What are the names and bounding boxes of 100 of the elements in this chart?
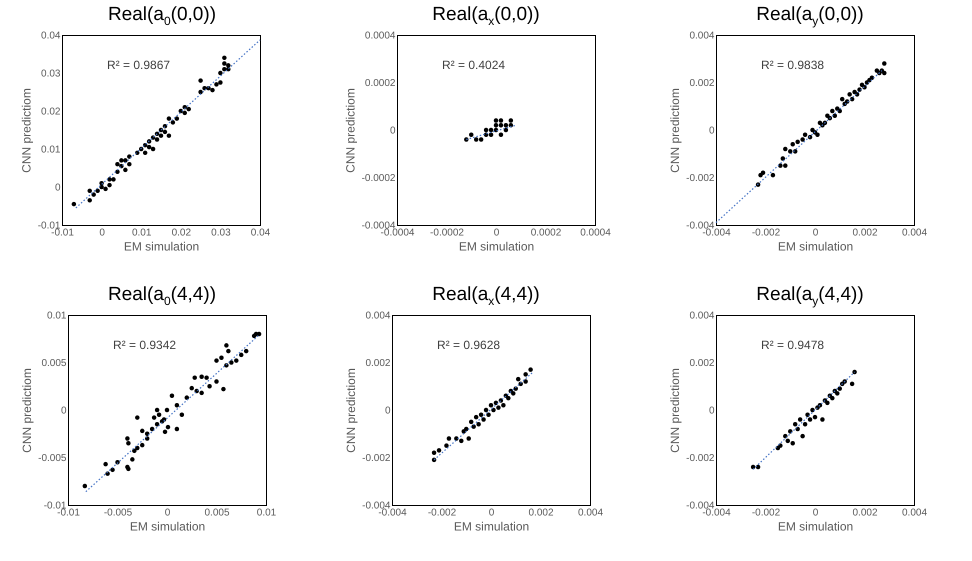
point <box>792 422 798 426</box>
point <box>484 408 488 412</box>
x-axis-title: EM simulation <box>454 520 530 534</box>
y-tick-label: 0 <box>708 126 715 136</box>
y-tick-label: 0.03 <box>41 68 61 80</box>
point <box>882 61 887 66</box>
point <box>123 158 128 163</box>
point <box>792 149 798 154</box>
point <box>528 367 533 372</box>
point <box>815 132 820 137</box>
y-tick-label: 0.002 <box>689 78 715 89</box>
point <box>126 441 131 446</box>
point <box>830 396 835 400</box>
point <box>170 120 176 125</box>
chart-title: Real(a$_{y}$(4,4)) <box>755 284 865 308</box>
point <box>144 432 150 436</box>
point <box>162 430 168 434</box>
y-tick-label: 0.002 <box>365 358 391 369</box>
point <box>140 428 144 434</box>
annotation: R² = 0.9867 <box>107 58 170 72</box>
x-tick-label: 0.002 <box>528 508 554 518</box>
point <box>783 163 788 168</box>
chart-title: Real(a$_{0}$(0,0)) <box>106 4 218 28</box>
point <box>166 424 170 430</box>
point <box>516 376 520 382</box>
point <box>226 348 231 354</box>
x-tick-label: 0.002 <box>852 228 878 238</box>
x-tick-label: 0.005 <box>204 508 230 518</box>
y-tick-label: 0 <box>54 182 61 194</box>
point <box>798 417 802 422</box>
point <box>760 170 766 175</box>
point <box>207 384 212 388</box>
y-tick-label: 0.004 <box>689 310 715 322</box>
point <box>132 448 137 454</box>
y-axis-title: CNN predictiom <box>20 368 34 453</box>
point <box>471 424 476 429</box>
point <box>174 426 180 432</box>
point <box>786 438 790 444</box>
point <box>498 123 504 128</box>
point <box>87 188 92 194</box>
y-tick-label: 0 <box>708 406 715 416</box>
point <box>476 422 481 426</box>
x-tick-label: 0.04 <box>250 228 271 238</box>
point <box>214 82 219 87</box>
point <box>780 156 786 161</box>
point <box>166 116 172 121</box>
y-axis-title: CNN predictiom <box>20 88 34 173</box>
x-tick-label: 0 <box>812 508 819 518</box>
point <box>214 379 219 384</box>
point <box>825 400 830 406</box>
point <box>800 434 805 438</box>
point <box>82 484 88 488</box>
point <box>756 464 760 470</box>
point <box>474 137 478 142</box>
point <box>234 358 239 363</box>
point <box>186 106 191 112</box>
point <box>221 386 226 392</box>
y-tick-label: 0.004 <box>689 30 715 42</box>
point <box>198 78 203 83</box>
point <box>835 391 840 396</box>
x-tick-label: -0.005 <box>104 508 133 518</box>
point <box>778 443 783 448</box>
point <box>830 108 835 114</box>
point <box>125 436 130 441</box>
point <box>496 405 501 410</box>
point <box>501 403 506 408</box>
y-tick-label: 0.04 <box>41 30 61 42</box>
point <box>210 88 215 92</box>
point <box>808 417 812 422</box>
point <box>180 412 184 417</box>
point <box>436 448 442 453</box>
point <box>222 66 227 72</box>
point <box>142 150 148 156</box>
point <box>103 462 108 466</box>
point <box>511 391 516 396</box>
point <box>156 412 162 417</box>
x-tick-label: 0 <box>494 228 500 238</box>
y-axis-title: CNN predictiom <box>668 368 682 453</box>
point <box>504 123 508 128</box>
point <box>812 414 818 420</box>
x-tick-label: 0.0002 <box>530 228 562 238</box>
annotation: R² = 0.4024 <box>442 58 506 72</box>
x-tick-label: 0 <box>99 228 106 238</box>
point <box>123 168 128 172</box>
y-tick-label: 0.005 <box>41 358 67 369</box>
point <box>199 390 204 396</box>
point <box>162 130 168 134</box>
point <box>174 403 180 408</box>
y-tick-label: 0 <box>60 406 67 416</box>
x-axis-title: EM simulation <box>124 240 200 254</box>
x-tick-label: -0.002 <box>752 508 781 518</box>
point <box>107 182 112 188</box>
chart-title: Real(a$_{x}$(0,0)) <box>431 4 541 28</box>
x-tick-label: 0.004 <box>902 508 928 518</box>
point <box>838 386 842 391</box>
x-tick-label: -0.002 <box>428 508 457 518</box>
chart-title: Real(a$_{y}$(0,0)) <box>755 4 865 28</box>
x-tick-label: 0.03 <box>211 228 232 238</box>
point <box>119 158 124 163</box>
y-tick-label: 0.01 <box>41 144 61 156</box>
